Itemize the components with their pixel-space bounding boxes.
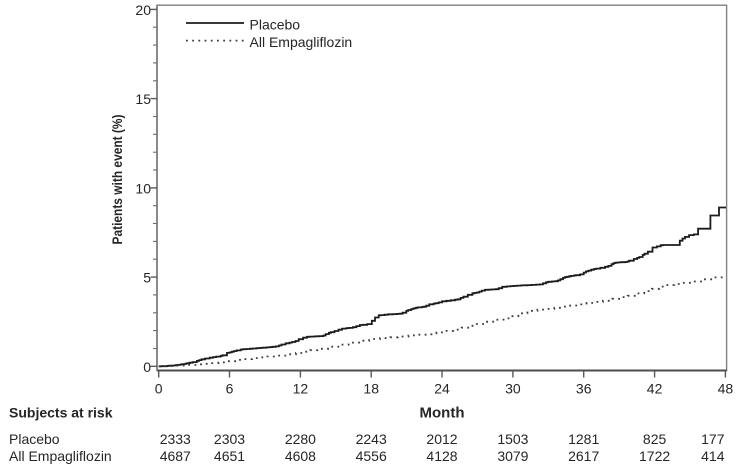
svg-text:0: 0: [143, 359, 151, 375]
svg-text:2617: 2617: [568, 448, 599, 464]
svg-text:4556: 4556: [356, 448, 387, 464]
svg-text:4687: 4687: [160, 448, 191, 464]
svg-text:36: 36: [576, 381, 592, 397]
svg-text:All Empagliflozin: All Empagliflozin: [250, 34, 353, 50]
svg-text:42: 42: [647, 381, 663, 397]
svg-text:10: 10: [135, 180, 151, 196]
svg-text:1281: 1281: [568, 431, 599, 447]
svg-text:177: 177: [701, 431, 725, 447]
svg-text:30: 30: [505, 381, 521, 397]
svg-text:15: 15: [135, 91, 151, 107]
svg-text:Subjects at risk: Subjects at risk: [9, 405, 113, 421]
svg-text:2303: 2303: [214, 431, 245, 447]
svg-text:2280: 2280: [285, 431, 316, 447]
svg-text:5: 5: [143, 270, 151, 286]
svg-text:Month: Month: [420, 405, 465, 422]
svg-text:1722: 1722: [639, 448, 670, 464]
svg-text:2012: 2012: [426, 431, 457, 447]
svg-text:0: 0: [155, 381, 163, 397]
svg-text:3079: 3079: [497, 448, 528, 464]
svg-text:48: 48: [718, 381, 734, 397]
svg-text:All Empagliflozin: All Empagliflozin: [9, 448, 112, 464]
svg-text:Placebo: Placebo: [250, 17, 301, 33]
svg-text:6: 6: [226, 381, 234, 397]
svg-text:24: 24: [434, 381, 450, 397]
svg-text:20: 20: [135, 2, 151, 18]
svg-text:Placebo: Placebo: [9, 431, 60, 447]
svg-text:18: 18: [363, 381, 379, 397]
svg-text:4128: 4128: [426, 448, 457, 464]
svg-text:414: 414: [701, 448, 725, 464]
svg-text:2333: 2333: [160, 431, 191, 447]
svg-text:4651: 4651: [214, 448, 245, 464]
svg-text:825: 825: [643, 431, 667, 447]
svg-text:Patients with event (%): Patients with event (%): [110, 115, 125, 245]
svg-text:4608: 4608: [285, 448, 316, 464]
svg-text:1503: 1503: [497, 431, 528, 447]
svg-text:2243: 2243: [356, 431, 387, 447]
svg-text:12: 12: [293, 381, 309, 397]
